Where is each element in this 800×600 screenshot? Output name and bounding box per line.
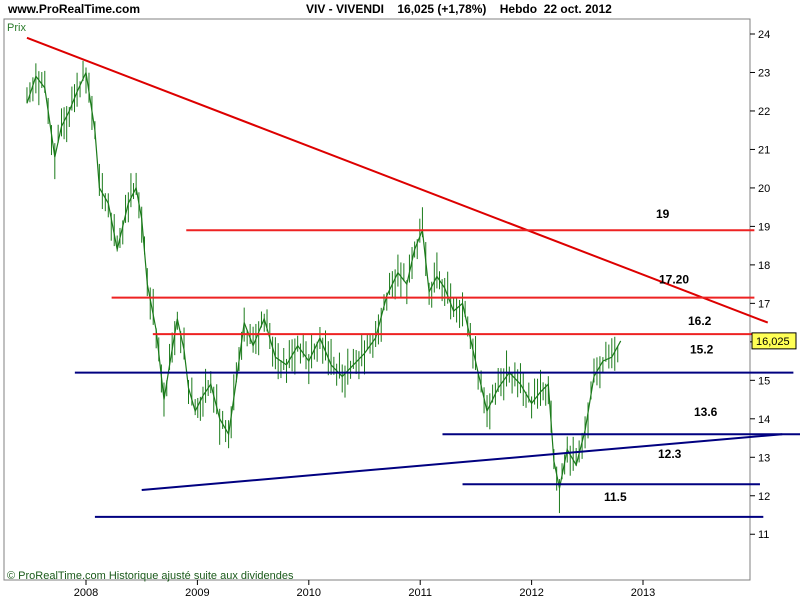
x-tick-label: 2009 [185, 587, 209, 599]
y-tick-label: 22 [758, 106, 770, 118]
y-tick-label: 11 [758, 529, 769, 541]
y-tick-label: 15 [758, 375, 770, 387]
chart-footer: © ProRealTime.com Historique ajusté suit… [7, 570, 294, 582]
resistance-line-label: 17.20 [659, 273, 689, 287]
y-tick-label: 23 [758, 67, 770, 79]
quote-title: VIV - VIVENDI 16,025 (+1,78%) Hebdo 22 o… [306, 2, 612, 16]
y-tick-label: 13 [758, 452, 770, 464]
y-tick-label: 17 [758, 298, 770, 310]
x-tick-label: 2013 [631, 587, 655, 599]
trendline-up [141, 433, 783, 491]
site-title: www.ProRealTime.com [8, 2, 141, 16]
x-tick-label: 2012 [519, 587, 543, 599]
y-tick-label: 12 [758, 491, 770, 503]
y-tick-label: 19 [758, 221, 770, 233]
last-price-label: 16,025 [756, 336, 790, 348]
y-tick-label: 18 [758, 260, 770, 272]
support-line-label: 15.2 [690, 343, 714, 357]
level-line-label: 11.5 [604, 490, 627, 504]
chart-header: www.ProRealTime.com VIV - VIVENDI 16,025… [0, 0, 800, 18]
y-tick-label: 21 [758, 144, 770, 156]
resistance-line-label: 16.2 [688, 314, 712, 328]
y-axis-title: Prix [7, 22, 26, 34]
x-tick-label: 2010 [297, 587, 321, 599]
level-line-label: 12.3 [658, 447, 682, 461]
level-line-label: 13.6 [694, 405, 718, 419]
y-tick-label: 20 [758, 183, 770, 195]
x-tick-label: 2008 [74, 587, 98, 599]
last-price-box [751, 332, 797, 350]
price-series-line [26, 70, 622, 489]
resistance-line-label: 19 [656, 207, 670, 221]
y-tick-label: 14 [758, 414, 770, 426]
plot-frame [3, 18, 751, 581]
y-tick-label: 24 [758, 29, 770, 41]
trendline-down [26, 36, 769, 324]
x-tick-label: 2011 [408, 587, 432, 599]
